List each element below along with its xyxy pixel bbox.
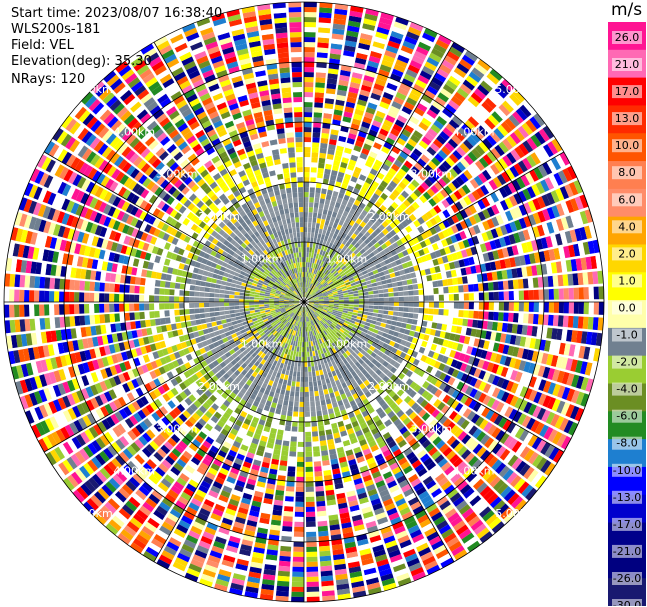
ring-label: 3.00km: [156, 422, 198, 435]
ring-label: 5.00km: [71, 507, 113, 520]
colorbar-tick-bg: [612, 517, 642, 531]
colorbar-tick-bg: [612, 544, 642, 558]
colorbar-tick-label: -21.0: [613, 545, 641, 558]
colorbar-tick-label: -1.0: [616, 329, 637, 342]
colorbar-tick-bg: [612, 328, 642, 342]
azimuth-spoke: [153, 41, 305, 303]
elevation-label: Elevation(deg): 35.30: [11, 54, 152, 69]
nrays-label: NRays: 120: [11, 72, 86, 87]
colorbar-tick-bg: [612, 139, 642, 153]
ring-label: 5.00km: [71, 83, 113, 96]
colorbar-tick-bg: [612, 85, 642, 99]
ring-label: 1.00km: [241, 337, 283, 350]
colorbar-tick-bg: [612, 572, 642, 585]
colorbar-tick-label: 6.0: [618, 193, 636, 206]
colorbar-tick-bg: [612, 599, 642, 606]
colorbar-tick-label: -6.0: [616, 410, 637, 423]
colorbar-tick-bg: [612, 274, 642, 288]
colorbar-tick-label: -10.0: [613, 464, 641, 477]
azimuth-spoke: [303, 301, 564, 453]
azimuth-spoke: [43, 151, 305, 303]
colorbar-tick-label: 26.0: [615, 31, 640, 44]
colorbar-tick-bg: [612, 436, 642, 450]
ring-label: 1.00km: [326, 253, 368, 266]
colorbar-tick-label: 1.0: [618, 274, 636, 287]
ring-label: 2.00km: [368, 210, 410, 223]
colorbar: 26.0 21.0 17.0 13.0 10.0 8.0 6.0 4.0 2.0 1.0 0.0 -1…: [608, 22, 646, 606]
colorbar-tick-bg: [612, 112, 642, 126]
field-label: Field: VEL: [11, 38, 74, 53]
colorbar-tick-label: -26.0: [613, 572, 641, 585]
ring-label: 3.00km: [156, 168, 198, 181]
ring-label: 4.00km: [114, 125, 156, 138]
colorbar-tick-label: -17.0: [613, 518, 641, 531]
colorbar-tick-bg: [612, 490, 642, 504]
colorbar-tick-bg: [612, 247, 642, 261]
azimuth-spoke: [303, 41, 455, 303]
ring-label: 4.00km: [114, 465, 156, 478]
colorbar-tick-label: 0.0: [618, 302, 636, 315]
colorbar-tick-label: -8.0: [616, 437, 637, 450]
colorbar-tick-label: 10.0: [615, 139, 640, 152]
colorbar-tick-bg: [612, 355, 642, 369]
colorbar-tick-bg: [612, 463, 642, 477]
ring-label: 4.00km: [453, 465, 495, 478]
azimuth-spoke: [303, 151, 564, 303]
ring-label: 2.00km: [198, 210, 240, 223]
colorbar-tick-label: 13.0: [615, 112, 640, 125]
ring-label: 4.00km: [453, 125, 495, 138]
colorbar-tick-label: 4.0: [618, 220, 636, 233]
colorbar-tick-label: -4.0: [616, 383, 637, 396]
ring-label: 5.00km: [495, 507, 537, 520]
colorbar-tick-bg: [612, 193, 642, 207]
ring-label: 1.00km: [241, 253, 283, 266]
colorbar-tick-label: 8.0: [618, 166, 636, 179]
ring-label: 5.00km: [495, 83, 537, 96]
colorbar-tick-bg: [612, 166, 642, 180]
azimuth-spoke: [43, 301, 305, 453]
ring-label: 2.00km: [198, 380, 240, 393]
colorbar-tick-bg: [612, 220, 642, 234]
colorbar-tick-label: -13.0: [613, 491, 641, 504]
colorbar-title: m/s: [611, 0, 643, 20]
azimuth-spoke: [153, 301, 305, 562]
colorbar-tick-label: 21.0: [615, 58, 640, 71]
colorbar-tick-label: 2.0: [618, 247, 636, 260]
ring-label: 2.00km: [368, 380, 410, 393]
colorbar-tick-bg: [612, 31, 642, 44]
colorbar-tick-label: 17.0: [615, 85, 640, 98]
colorbar-tick-label: -30.0: [613, 599, 641, 606]
velocity-gates: [4, 2, 604, 602]
ring-label: 3.00km: [411, 168, 453, 181]
colorbar-tick-bg: [612, 409, 642, 423]
start-time-label: Start time: 2023/08/07 16:38:40: [11, 6, 223, 21]
colorbar-tick-bg: [612, 301, 642, 315]
ring-label: 3.00km: [411, 422, 453, 435]
colorbar-tick-label: -2.0: [616, 356, 637, 369]
colorbar-tick-bg: [612, 58, 642, 71]
colorbar-tick-bg: [612, 382, 642, 396]
ring-label: 1.00km: [326, 337, 368, 350]
azimuth-spoke: [303, 301, 455, 562]
instrument-label: WLS200s-181: [11, 22, 101, 37]
